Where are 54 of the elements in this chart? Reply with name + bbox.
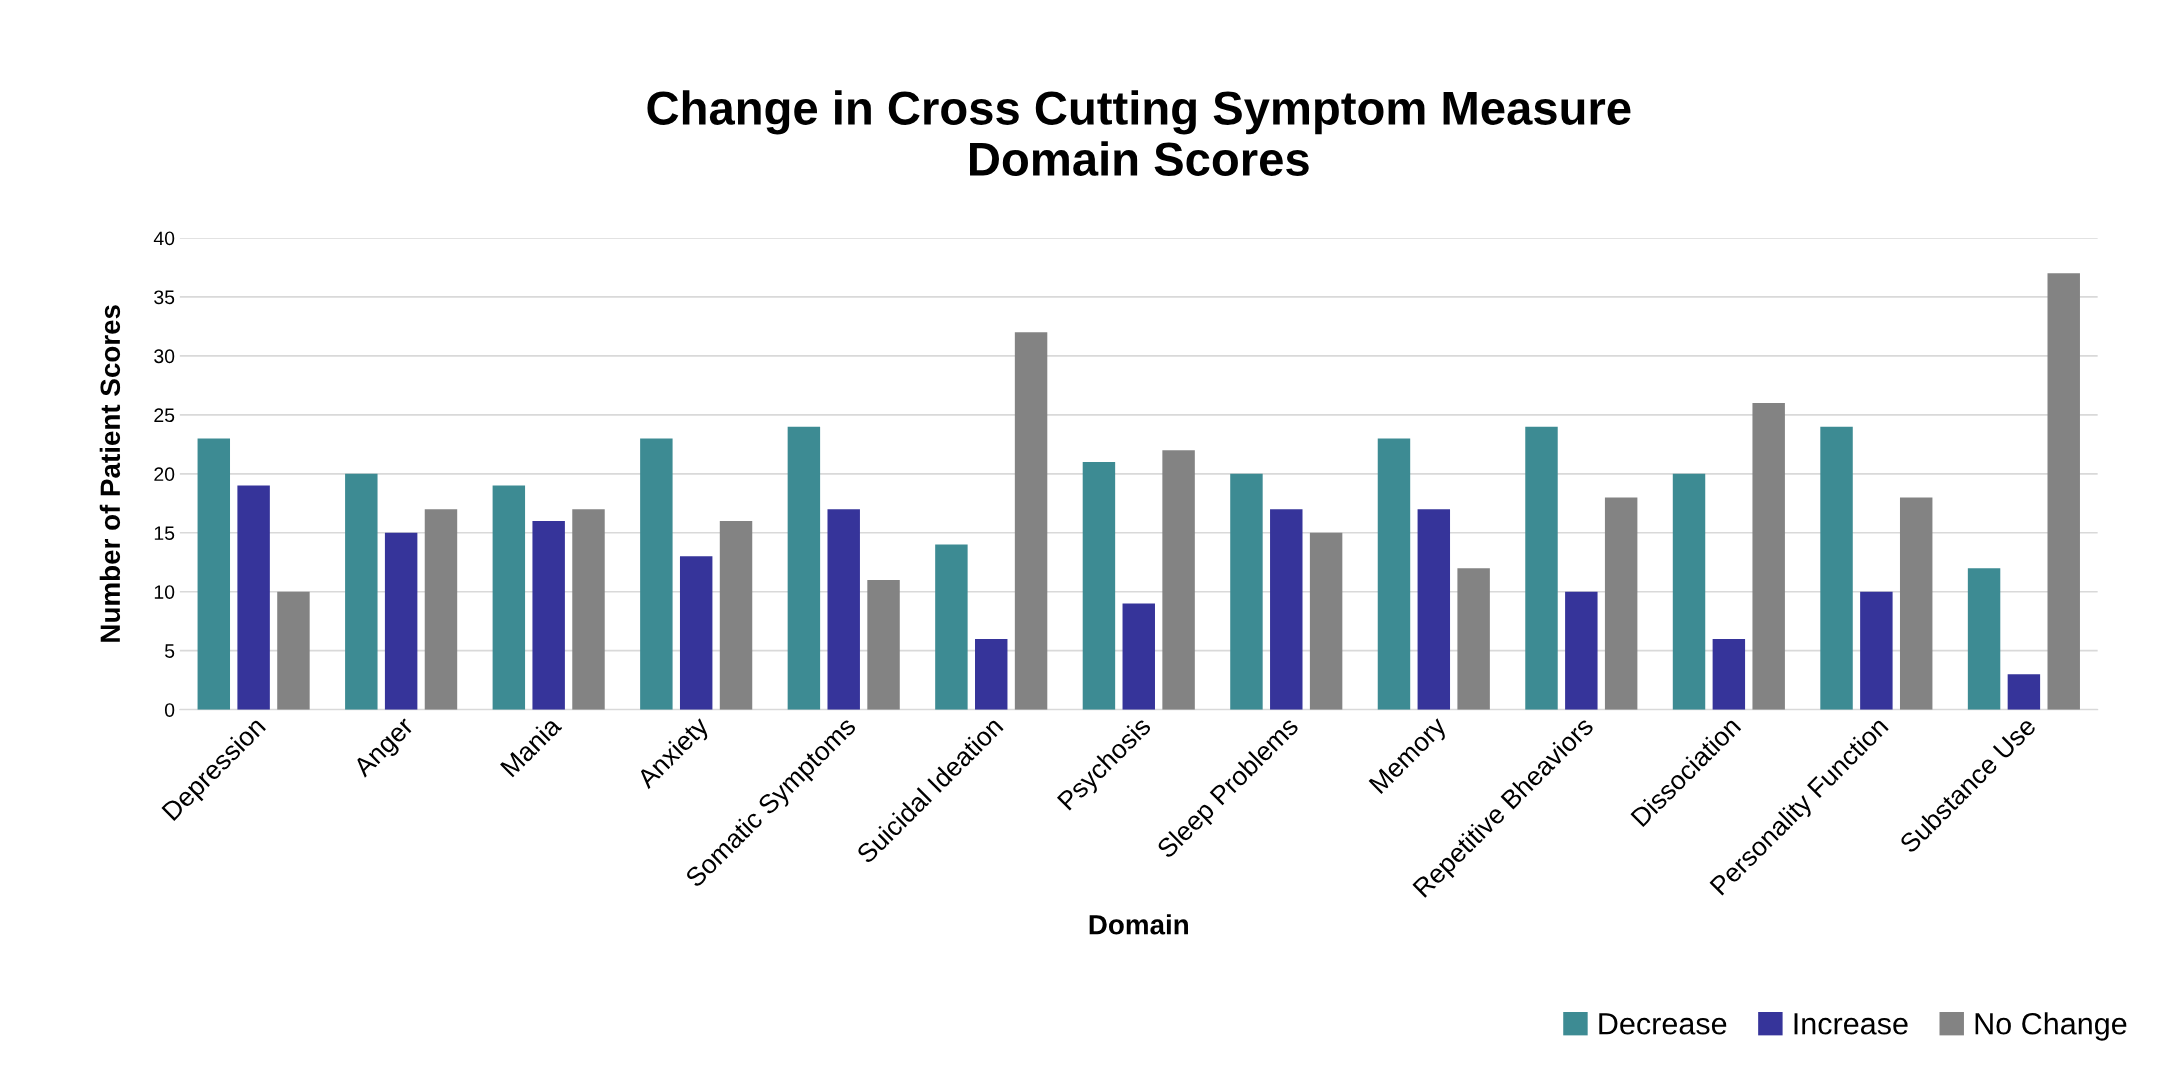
y-tick-label: 25 (154, 408, 175, 423)
bar (1377, 438, 1411, 710)
y-tick-label: 10 (154, 585, 175, 599)
bar (1270, 509, 1303, 710)
y-tick-label: 5 (164, 644, 175, 658)
bar (1860, 591, 1893, 710)
bar (345, 473, 378, 710)
y-tick-label: 15 (154, 526, 175, 541)
bar (424, 509, 458, 710)
bar (679, 556, 713, 710)
legend-label: No Change (1975, 1012, 2127, 1041)
bar (640, 438, 673, 710)
bar (1820, 426, 1853, 710)
bar (787, 426, 821, 710)
bar (1967, 568, 2001, 710)
bar (197, 438, 231, 710)
bar (1604, 497, 1638, 710)
bar (1457, 568, 1490, 710)
y-tick-label: 30 (154, 349, 175, 364)
x-axis-title: Domain (1089, 914, 1188, 935)
bar (1672, 473, 1706, 710)
bar (492, 485, 526, 710)
bar (1082, 462, 1116, 710)
bar (572, 509, 605, 710)
y-tick-label: 0 (164, 703, 175, 717)
bar (237, 485, 270, 710)
y-tick-label: 40 (153, 231, 175, 246)
bar (1752, 403, 1785, 710)
bar (532, 520, 565, 710)
legend-label: Increase (1794, 1013, 1908, 1035)
bar (1525, 426, 1558, 710)
bar (384, 532, 418, 710)
bar (1162, 450, 1195, 710)
bar (1309, 532, 1343, 710)
bar (1014, 332, 1048, 710)
bar (935, 544, 968, 710)
bar (1417, 509, 1451, 710)
bar (975, 638, 1008, 710)
bar (827, 509, 860, 710)
bar (719, 520, 753, 710)
bar (2007, 674, 2041, 710)
bar (2047, 273, 2080, 710)
bar (867, 579, 900, 710)
bar (1712, 638, 1746, 710)
y-axis-title: Number of Patient Scores (99, 305, 121, 642)
bar (1230, 473, 1263, 710)
bar (1565, 591, 1598, 710)
bar (1899, 497, 1933, 710)
y-tick-label: 35 (154, 290, 175, 305)
bar (277, 591, 310, 710)
y-tick-label: 20 (154, 467, 175, 482)
chart-title: Change in Cross Cutting Symptom Measure Domain Scores (647, 90, 1631, 176)
bar (1122, 603, 1155, 710)
legend-label: Decrease (1599, 1013, 1727, 1035)
